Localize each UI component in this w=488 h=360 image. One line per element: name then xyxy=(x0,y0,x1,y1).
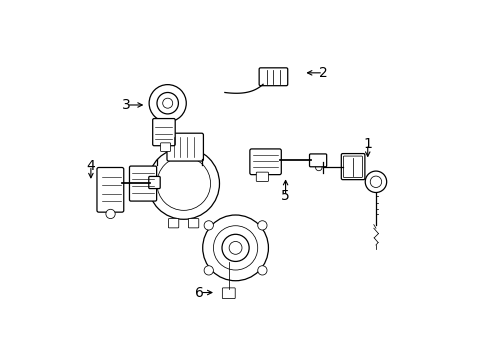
Circle shape xyxy=(257,266,266,275)
FancyBboxPatch shape xyxy=(168,219,179,228)
FancyBboxPatch shape xyxy=(256,172,268,181)
Circle shape xyxy=(203,221,213,230)
Text: 5: 5 xyxy=(281,189,289,203)
FancyBboxPatch shape xyxy=(259,68,287,86)
FancyBboxPatch shape xyxy=(249,149,281,175)
FancyBboxPatch shape xyxy=(309,154,326,167)
Text: 2: 2 xyxy=(318,66,327,80)
Text: 1: 1 xyxy=(363,137,371,151)
FancyBboxPatch shape xyxy=(341,154,364,180)
Text: 6: 6 xyxy=(195,285,204,300)
Circle shape xyxy=(315,164,322,171)
Text: 3: 3 xyxy=(122,98,131,112)
FancyBboxPatch shape xyxy=(166,133,203,161)
FancyBboxPatch shape xyxy=(188,219,198,228)
Circle shape xyxy=(203,266,213,275)
Circle shape xyxy=(106,209,115,219)
FancyBboxPatch shape xyxy=(129,166,156,201)
FancyBboxPatch shape xyxy=(160,143,170,152)
Text: 4: 4 xyxy=(86,159,95,173)
FancyBboxPatch shape xyxy=(222,288,235,298)
FancyBboxPatch shape xyxy=(343,156,362,177)
FancyBboxPatch shape xyxy=(152,118,175,146)
FancyBboxPatch shape xyxy=(97,167,123,212)
Circle shape xyxy=(257,221,266,230)
FancyBboxPatch shape xyxy=(148,176,160,189)
